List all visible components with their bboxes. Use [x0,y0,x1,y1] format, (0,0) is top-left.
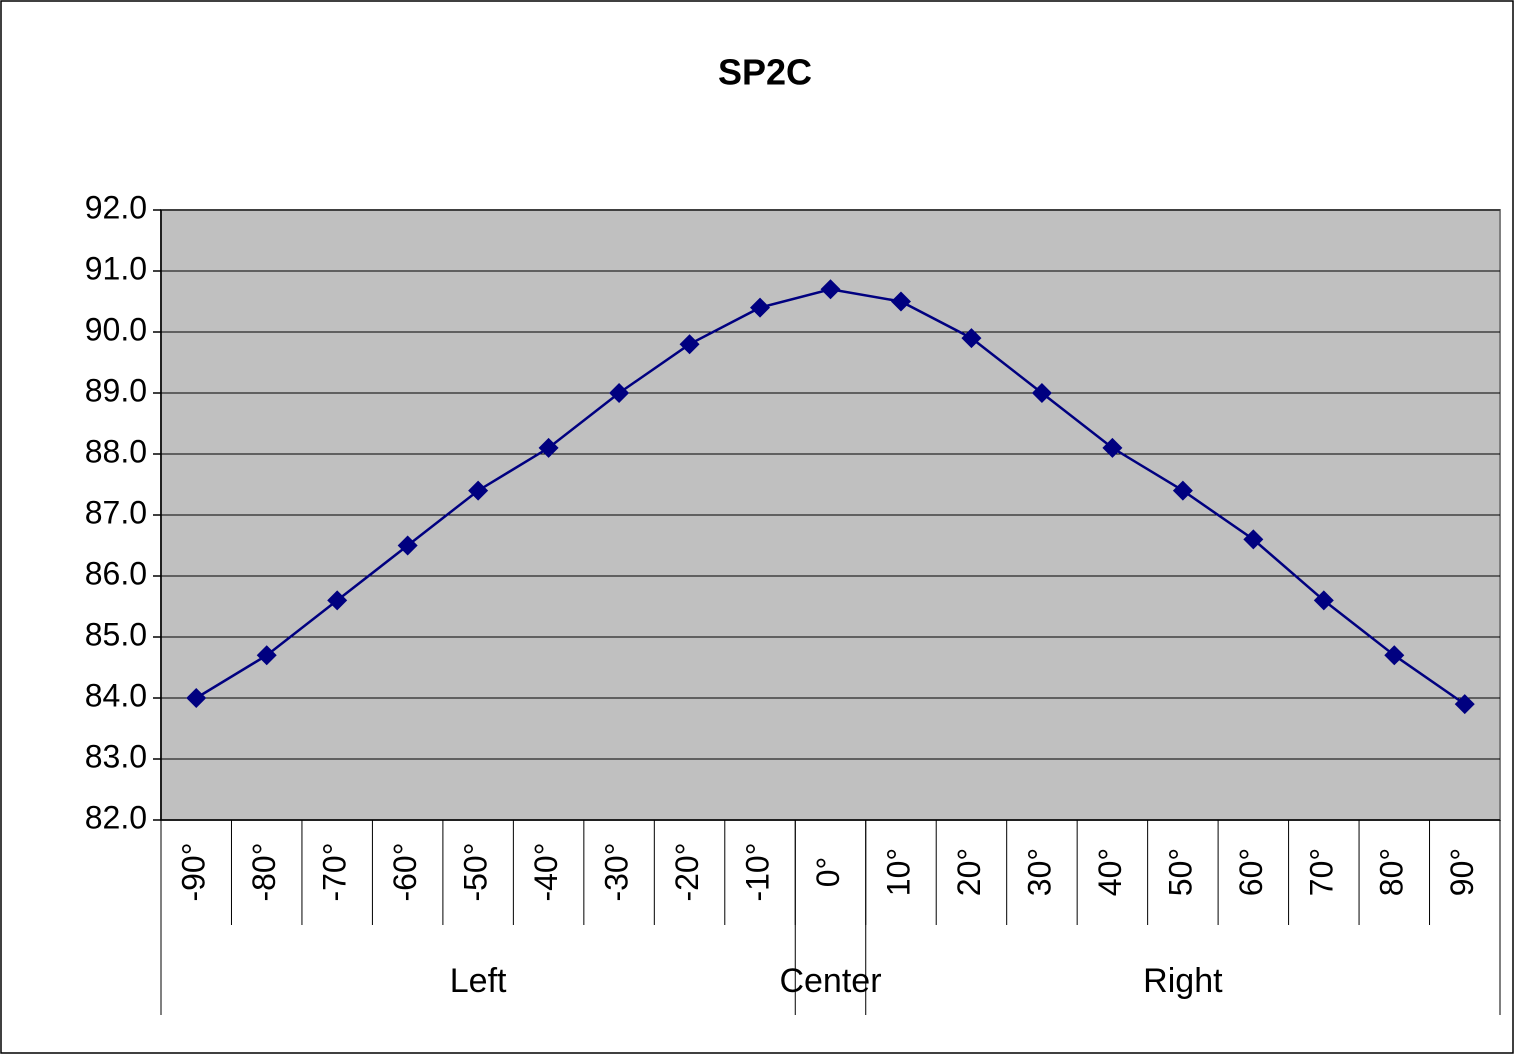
x-tick-label: 0° [810,857,846,888]
data-point [679,334,700,355]
data-point [1384,645,1405,666]
data-point [961,328,982,349]
data-point [256,645,277,666]
data-point [890,291,911,312]
x-tick-label: -30° [599,842,635,901]
data-point [750,297,771,318]
y-tick-label: 91.0 [85,250,147,286]
y-tick-label: 84.0 [85,677,147,713]
x-tick-label: 80° [1374,848,1410,896]
x-tick-label: -50° [458,842,494,901]
group-label: Left [450,962,507,1000]
x-tick-label: -10° [739,842,775,901]
x-tick-label: -60° [387,842,423,901]
data-point [609,383,630,403]
y-tick-label: 88.0 [85,433,147,469]
data-point [468,480,489,501]
data-point [1031,383,1052,403]
x-tick-label: -70° [317,842,353,901]
data-point [397,535,418,556]
x-tick-label: 30° [1021,848,1057,896]
data-point [1172,480,1193,501]
data-point [1454,694,1475,715]
data-point [538,437,559,458]
chart-title: SP2C [718,52,812,93]
data-point [1313,590,1334,611]
x-tick-label: 60° [1233,848,1269,896]
y-tick-label: 82.0 [85,799,147,835]
y-tick-label: 89.0 [85,372,147,408]
group-label: Right [1143,962,1223,1000]
data-point [1102,437,1123,458]
data-point [1243,529,1264,550]
data-point [327,590,348,611]
x-tick-label: 50° [1162,848,1198,896]
x-tick-label: -20° [669,842,705,901]
group-label: Center [779,962,881,1000]
y-tick-label: 92.0 [85,189,147,225]
x-tick-label: 90° [1444,848,1480,896]
x-tick-label: 20° [951,848,987,896]
x-tick-label: -80° [246,842,282,901]
y-tick-label: 83.0 [85,738,147,774]
data-point [820,279,841,300]
x-tick-label: -90° [176,842,212,901]
y-tick-label: 86.0 [85,555,147,591]
x-tick-label: 40° [1092,848,1128,896]
x-tick-label: 10° [880,848,916,896]
x-tick-label: -40° [528,842,564,901]
data-point [186,688,207,708]
y-tick-label: 90.0 [85,311,147,347]
y-tick-label: 85.0 [85,616,147,652]
y-tick-label: 87.0 [85,494,147,530]
x-tick-label: 70° [1303,848,1339,896]
